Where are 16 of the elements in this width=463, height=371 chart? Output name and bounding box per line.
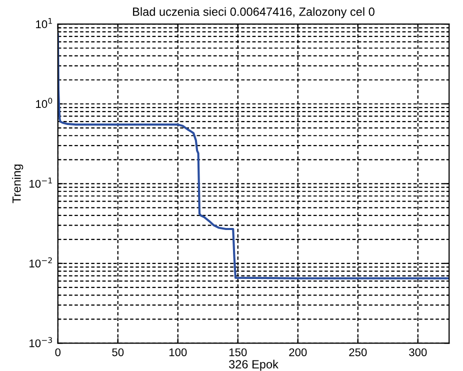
- x-tick-label: 100: [169, 348, 187, 356]
- y-tick-label: 10$^{−2}$: [30, 257, 52, 268]
- x-tick-label: 50: [112, 348, 124, 356]
- x-tick-label: 150: [229, 348, 247, 356]
- line-series: [58, 33, 450, 280]
- chart-title: Blad uczenia sieci 0.00647416, Zalozony cel 0: [133, 7, 374, 18]
- y-axis-title: Trening: [12, 164, 24, 204]
- x-tick-label: 0: [55, 348, 61, 356]
- x-tick-label: 200: [289, 348, 307, 356]
- y-tick-label: 10$^{0}$: [36, 98, 52, 108]
- y-tick-label: 10$^{−1}$: [30, 178, 52, 188]
- x-axis-title: 326 Epok: [229, 360, 278, 371]
- y-tick-label: 10$^{1}$: [36, 18, 52, 28]
- x-tick-label: 300: [409, 348, 427, 356]
- y-tick-label: 10$^{−3}$: [30, 337, 52, 348]
- x-tick-label: 250: [349, 348, 367, 356]
